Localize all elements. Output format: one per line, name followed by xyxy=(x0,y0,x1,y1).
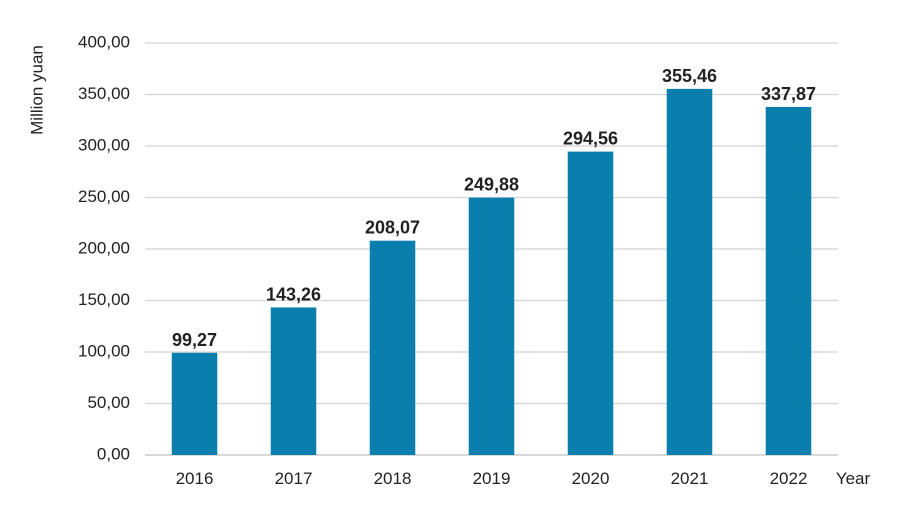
x-tick-label-2020: 2020 xyxy=(572,469,610,488)
data-label-2018: 208,07 xyxy=(365,218,420,238)
bars xyxy=(171,88,812,456)
y-tick-label: 0,00 xyxy=(97,444,130,463)
y-tick-label: 250,00 xyxy=(78,187,130,206)
bar-2016 xyxy=(171,352,218,455)
data-label-2017: 143,26 xyxy=(266,284,321,304)
y-tick-label: 350,00 xyxy=(78,84,130,103)
x-tick-label-2016: 2016 xyxy=(176,469,214,488)
y-tick-label: 50,00 xyxy=(87,393,130,412)
data-label-2019: 249,88 xyxy=(464,175,519,195)
bar-2020 xyxy=(567,151,614,455)
x-tick-label-2019: 2019 xyxy=(473,469,511,488)
x-axis-label: Year xyxy=(836,469,871,488)
y-axis-label: Million yuan xyxy=(27,45,46,135)
x-axis-ticks: 2016 2017 2018 2019 2020 2021 2022 xyxy=(176,469,808,488)
y-tick-label: 100,00 xyxy=(78,341,130,360)
data-labels: 99,27 143,26 208,07 249,88 294,56 355,46 337,8… xyxy=(172,66,816,350)
x-tick-label-2022: 2022 xyxy=(770,469,808,488)
y-tick-label: 400,00 xyxy=(78,32,130,51)
y-tick-label: 200,00 xyxy=(78,238,130,257)
x-tick-label-2017: 2017 xyxy=(275,469,313,488)
bar-2022 xyxy=(765,106,812,455)
bar-2018 xyxy=(369,240,416,455)
y-tick-label: 150,00 xyxy=(78,290,130,309)
data-label-2016: 99,27 xyxy=(172,330,217,350)
y-tick-label: 300,00 xyxy=(78,135,130,154)
bar-2021 xyxy=(666,88,713,456)
x-tick-label-2021: 2021 xyxy=(671,469,709,488)
data-label-2020: 294,56 xyxy=(563,129,618,149)
y-axis-ticks: 0,00 50,00 100,00 150,00 200,00 250,00 300,00 3… xyxy=(78,32,130,463)
x-tick-label-2018: 2018 xyxy=(374,469,412,488)
bar-2019 xyxy=(468,197,515,455)
bar-2017 xyxy=(270,307,317,455)
data-label-2021: 355,46 xyxy=(662,66,717,86)
data-label-2022: 337,87 xyxy=(761,84,816,104)
